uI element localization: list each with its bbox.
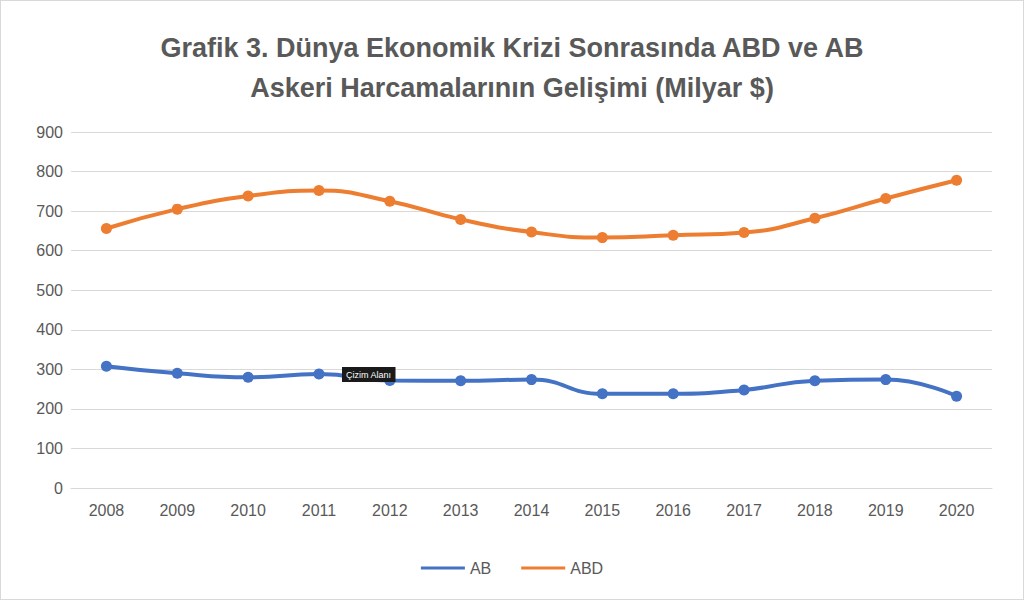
svg-text:2020: 2020 [939,502,975,519]
svg-text:400: 400 [36,321,63,338]
svg-text:600: 600 [36,242,63,259]
svg-text:2013: 2013 [443,502,479,519]
svg-text:2010: 2010 [230,502,266,519]
svg-text:900: 900 [36,124,63,141]
svg-text:2015: 2015 [585,502,621,519]
svg-text:300: 300 [36,361,63,378]
svg-text:Grafik 3. Dünya Ekonomik Krizi: Grafik 3. Dünya Ekonomik Krizi Sonrasınd… [160,33,863,63]
svg-text:AB: AB [470,560,491,577]
svg-text:2016: 2016 [655,502,691,519]
svg-text:500: 500 [36,282,63,299]
svg-text:700: 700 [36,203,63,220]
svg-text:Askeri Harcamalarının Gelişimi: Askeri Harcamalarının Gelişimi (Milyar $… [250,73,774,103]
svg-text:Çizim Alanı: Çizim Alanı [346,370,391,380]
svg-text:2018: 2018 [797,502,833,519]
svg-text:2009: 2009 [159,502,195,519]
svg-text:800: 800 [36,163,63,180]
svg-text:2017: 2017 [726,502,762,519]
svg-text:ABD: ABD [570,560,603,577]
svg-text:100: 100 [36,440,63,457]
svg-text:2012: 2012 [372,502,408,519]
svg-text:2019: 2019 [868,502,904,519]
svg-text:0: 0 [54,480,63,497]
svg-text:2008: 2008 [89,502,125,519]
svg-text:200: 200 [36,400,63,417]
svg-text:2014: 2014 [514,502,550,519]
svg-text:2011: 2011 [302,502,337,519]
